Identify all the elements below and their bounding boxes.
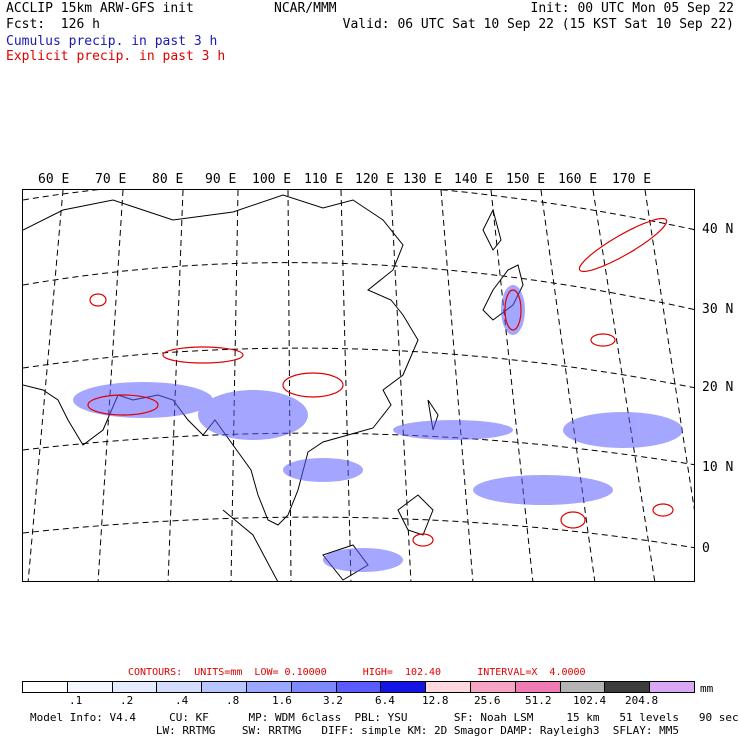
colorbar-swatch — [426, 682, 471, 692]
longitude-lines — [27, 190, 694, 581]
colorbar-units: mm — [700, 682, 714, 695]
colorbar-tick: 51.2 — [525, 694, 552, 707]
colorbar-swatch — [605, 682, 651, 692]
colorbar-swatch — [650, 682, 694, 692]
model-info-line1: Model Info: V4.4 CU: KF MP: WDM 6class P… — [30, 711, 739, 724]
latitude-lines — [23, 190, 694, 549]
colorbar-swatch — [381, 682, 427, 692]
cumulus-precip — [73, 285, 683, 572]
map-graphic — [23, 190, 694, 581]
colorbar-swatch — [336, 682, 382, 692]
lon-label: 80 E — [152, 172, 184, 187]
colorbar-tick: 102.4 — [573, 694, 607, 707]
source-label: NCAR/MMM — [274, 1, 337, 16]
explicit-precip — [87, 217, 674, 547]
lon-label: 150 E — [506, 172, 546, 187]
colorbar — [22, 681, 695, 693]
colorbar-tick: 204.8 — [625, 694, 659, 707]
contour-info: CONTOURS: UNITS=mm LOW= 0.10000 HIGH= 10… — [128, 667, 586, 678]
colorbar-tick: 12.8 — [422, 694, 449, 707]
lat-label: 40 N — [702, 222, 734, 237]
colorbar-swatch — [560, 682, 606, 692]
lon-label: 140 E — [454, 172, 494, 187]
colorbar-tick: 6.4 — [375, 694, 395, 707]
lon-label: 130 E — [403, 172, 443, 187]
lat-label: 0 — [702, 541, 710, 556]
colorbar-swatch — [23, 682, 68, 692]
colorbar-tick: 1.6 — [272, 694, 292, 707]
colorbar-swatch — [112, 682, 158, 692]
cumulus-precip-label: Cumulus precip. in past 3 h — [6, 34, 218, 49]
lon-label: 100 E — [252, 172, 292, 187]
colorbar-swatch — [202, 682, 247, 692]
init-time: Init: 00 UTC Mon 05 Sep 22 — [530, 1, 735, 16]
lat-label: 20 N — [702, 380, 734, 395]
lon-label: 60 E — [38, 172, 70, 187]
precipitation-map — [22, 189, 695, 582]
explicit-precip-label: Explicit precip. in past 3 h — [6, 49, 226, 64]
colorbar-tick: .4 — [175, 694, 189, 707]
forecast-hour: Fcst: 126 h — [6, 17, 100, 32]
colorbar-tick: .2 — [120, 694, 134, 707]
colorbar-swatch — [246, 682, 292, 692]
model-info-line2: LW: RRTMG SW: RRTMG DIFF: simple KM: 2D … — [30, 724, 680, 737]
colorbar-tick: .1 — [69, 694, 83, 707]
colorbar-tick: 25.6 — [474, 694, 501, 707]
lon-label: 160 E — [558, 172, 598, 187]
lat-label: 10 N — [702, 460, 734, 475]
colorbar-swatch — [515, 682, 561, 692]
colorbar-swatch — [291, 682, 337, 692]
colorbar-swatch — [67, 682, 113, 692]
title-line: ACCLIP 15km ARW-GFS init — [6, 1, 194, 16]
lon-label: 70 E — [95, 172, 127, 187]
lat-label: 30 N — [702, 302, 734, 317]
valid-time: Valid: 06 UTC Sat 10 Sep 22 (15 KST Sat … — [342, 17, 734, 32]
colorbar-swatch — [470, 682, 516, 692]
colorbar-swatch — [157, 682, 203, 692]
lon-label: 170 E — [612, 172, 652, 187]
colorbar-tick: 3.2 — [323, 694, 343, 707]
lon-label: 110 E — [304, 172, 344, 187]
lon-label: 90 E — [205, 172, 237, 187]
colorbar-tick: .8 — [226, 694, 240, 707]
lon-label: 120 E — [355, 172, 395, 187]
